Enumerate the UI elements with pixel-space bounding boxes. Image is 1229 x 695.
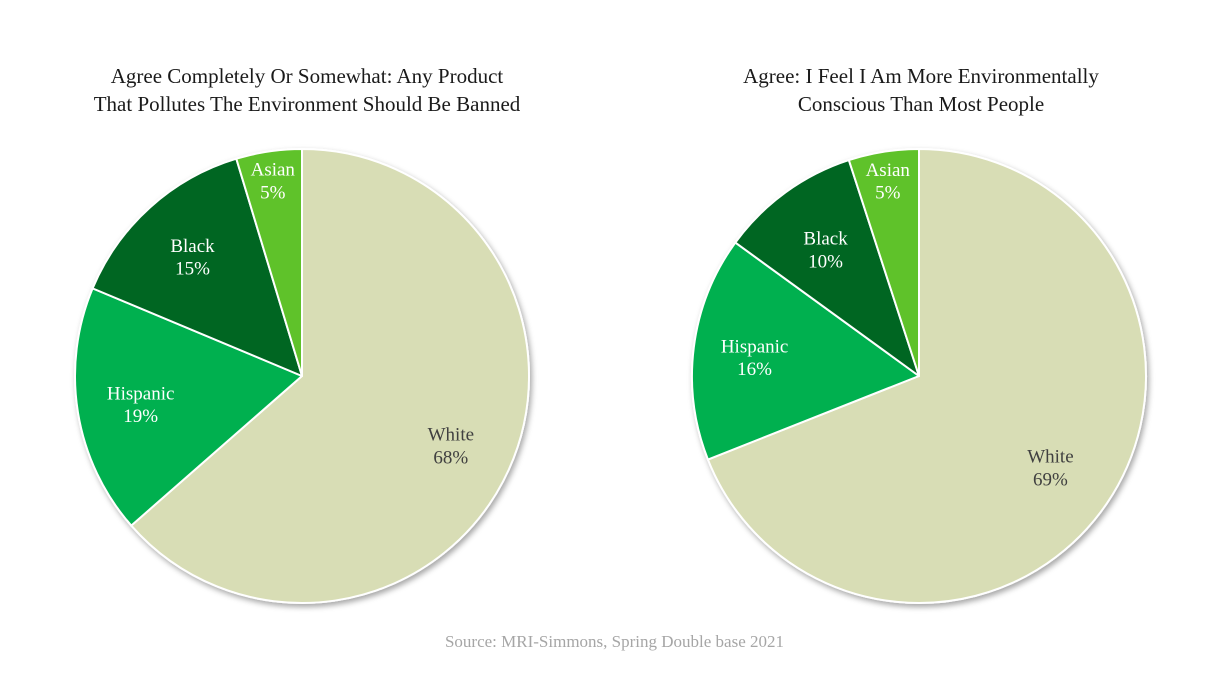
slice-label-white: White 69%: [1027, 446, 1073, 490]
slice-label-hispanic: Hispanic 19%: [107, 383, 175, 427]
chart-panel-left: Agree Completely Or Somewhat: Any Produc…: [0, 0, 614, 630]
slice-category-label: Hispanic: [721, 336, 789, 357]
slice-label-hispanic: Hispanic 16%: [721, 336, 789, 380]
pie-slice-asian: [235, 148, 303, 377]
pie-slices: [74, 148, 530, 604]
slice-category-label: Asian: [251, 160, 296, 181]
source-note: Source: MRI-Simmons, Spring Double base …: [444, 632, 785, 651]
pie-slice-black: [91, 157, 303, 377]
pie-slice-white: [706, 148, 1147, 604]
pie-slice-white: [130, 148, 530, 604]
slice-category-label: Asian: [866, 160, 911, 181]
slice-value-label: 19%: [123, 406, 158, 427]
slice-label-white: White 68%: [428, 425, 474, 469]
slice-value-label: 5%: [260, 182, 286, 203]
chart-title-line-2: Conscious Than Most People: [797, 92, 1045, 116]
slice-value-label: 15%: [175, 259, 210, 280]
chart-title: Agree: I Feel I Am More Environmentally …: [614, 62, 1228, 118]
chart-title-line-2: That Pollutes The Environment Should Be …: [93, 92, 521, 116]
slice-label-black: Black 10%: [803, 229, 848, 273]
slice-category-label: White: [1027, 446, 1073, 467]
slice-label-asian: Asian 5%: [866, 160, 911, 204]
chart-title-line-1: Agree Completely Or Somewhat: Any Produc…: [110, 64, 504, 88]
pie-slice-hispanic: [691, 241, 920, 461]
pie-slice-black: [734, 159, 920, 377]
pie-chart: White 69% Hispanic 16% Black 10% Asian 5%: [691, 148, 1147, 604]
chart-title-line-1: Agree: I Feel I Am More Environmentally: [743, 64, 1099, 88]
slice-label-black: Black 15%: [170, 236, 215, 280]
pie-slice-asian: [847, 148, 920, 377]
pie-chart: White 68% Hispanic 19% Black 15% Asian 5%: [74, 148, 530, 604]
chart-title: Agree Completely Or Somewhat: Any Produc…: [0, 62, 614, 118]
chart-panel-right: Agree: I Feel I Am More Environmentally …: [614, 0, 1228, 630]
slice-value-label: 68%: [433, 447, 468, 468]
slice-label-asian: Asian 5%: [251, 160, 296, 204]
slice-category-label: Hispanic: [107, 383, 175, 404]
slice-value-label: 16%: [737, 359, 772, 380]
slice-value-label: 69%: [1033, 469, 1068, 490]
slice-value-label: 10%: [808, 251, 843, 272]
slice-value-label: 5%: [875, 183, 901, 204]
slice-category-label: Black: [803, 229, 848, 250]
pie-slice-hispanic: [74, 287, 303, 527]
slice-category-label: White: [428, 425, 474, 446]
pie-slices: [691, 148, 1147, 604]
slice-category-label: Black: [170, 236, 215, 257]
